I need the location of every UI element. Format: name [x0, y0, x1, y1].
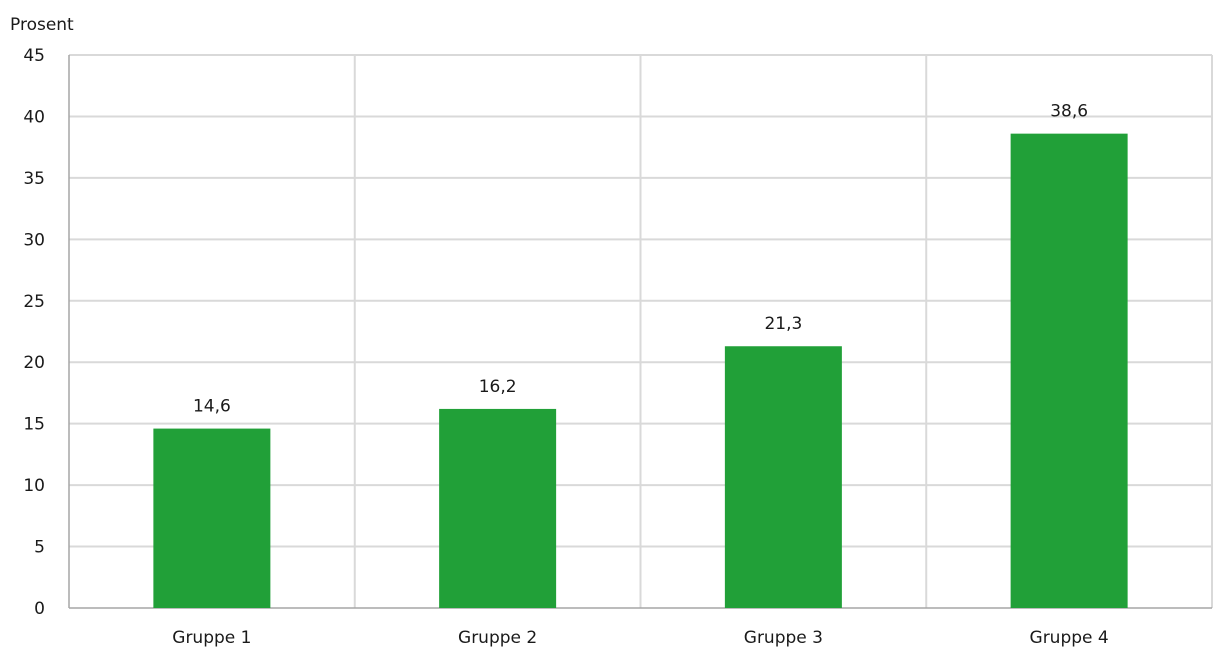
- bar-4: [1010, 133, 1128, 608]
- data-label-3: 21,3: [764, 314, 802, 334]
- y-tick-label: 35: [23, 169, 45, 189]
- gridlines: [69, 54, 1213, 608]
- y-tick-label: 25: [23, 292, 45, 312]
- y-tick-label: 0: [34, 599, 45, 619]
- x-tick-label: Gruppe 1: [172, 628, 251, 648]
- y-tick-label: 15: [23, 415, 45, 435]
- y-tick-label: 5: [34, 538, 45, 558]
- y-tick-label: 20: [23, 353, 45, 373]
- bars: [153, 133, 1128, 608]
- y-tick-label: 40: [23, 107, 45, 127]
- data-label-1: 14,6: [193, 397, 231, 417]
- data-label-2: 16,2: [479, 377, 517, 397]
- y-axis-unit-label: Prosent: [10, 15, 74, 35]
- bar-2: [439, 408, 557, 608]
- y-tick-label: 30: [23, 230, 45, 250]
- x-tick-label: Gruppe 4: [1030, 628, 1109, 648]
- y-tick-label: 45: [23, 46, 45, 66]
- x-tick-label: Gruppe 3: [744, 628, 823, 648]
- y-tick-label: 10: [23, 476, 45, 496]
- bar-1: [153, 428, 271, 608]
- data-label-4: 38,6: [1050, 102, 1088, 122]
- bar-3: [724, 346, 842, 608]
- x-tick-label: Gruppe 2: [458, 628, 537, 648]
- labels: 0 5 10 15 20 25 30 35 40 45 14,6 Gruppe 1 16,2 Gruppe…: [23, 46, 1108, 648]
